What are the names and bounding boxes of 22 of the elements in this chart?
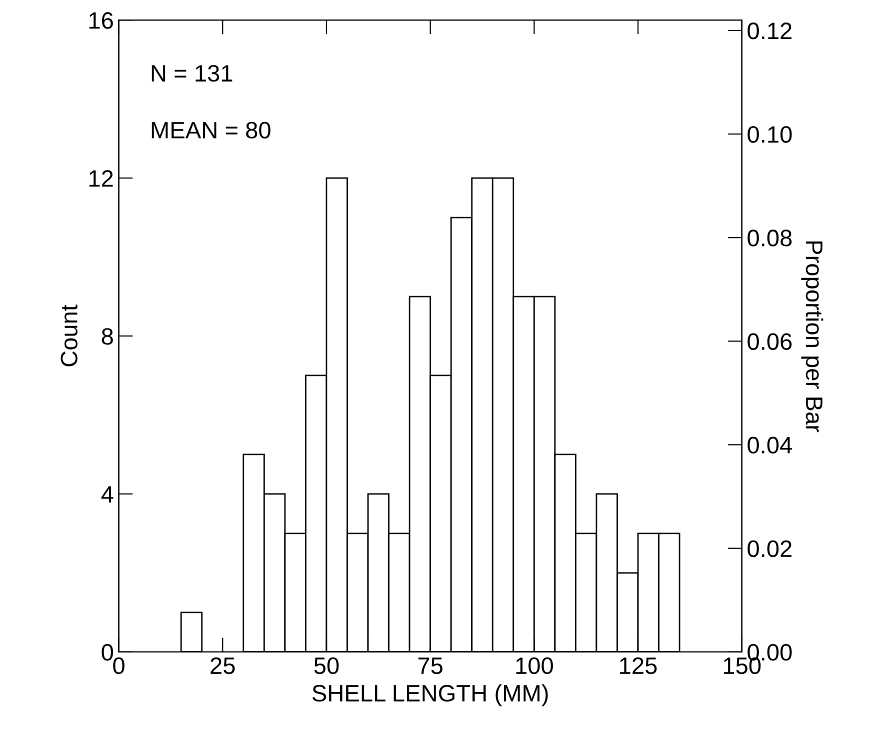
y-tick-label: 8 xyxy=(102,328,113,345)
x-tick-label: 0 xyxy=(113,657,124,674)
annotation: MEAN = 80 xyxy=(152,122,270,139)
y-tick-label: 12 xyxy=(89,170,113,187)
x-tick-label: 100 xyxy=(516,657,553,674)
annotation: N = 131 xyxy=(152,64,232,82)
y2-tick-label: 0.02 xyxy=(748,540,792,558)
x-axis-title: SHELL LENGTH (MM) xyxy=(312,684,548,706)
y-axis-title: Count xyxy=(60,304,78,366)
y2-tick-label: 0.08 xyxy=(748,230,792,246)
y2-tick-label: 0.06 xyxy=(748,333,792,350)
y-tick-label: 16 xyxy=(89,12,113,29)
y-tick-label: 4 xyxy=(101,486,114,502)
y2-tick-label: 0.04 xyxy=(748,436,792,454)
y2-axis-title: Proportion per Bar xyxy=(801,241,824,432)
y-tick-label: 0 xyxy=(102,644,114,661)
x-tick-label: 125 xyxy=(620,657,657,674)
y2-tick-label: 0.12 xyxy=(748,22,792,40)
x-tick-label: 50 xyxy=(314,657,339,674)
y2-tick-label: 0.10 xyxy=(748,126,792,143)
x-tick-label: 75 xyxy=(418,658,442,674)
x-tick-label: 25 xyxy=(210,657,235,674)
